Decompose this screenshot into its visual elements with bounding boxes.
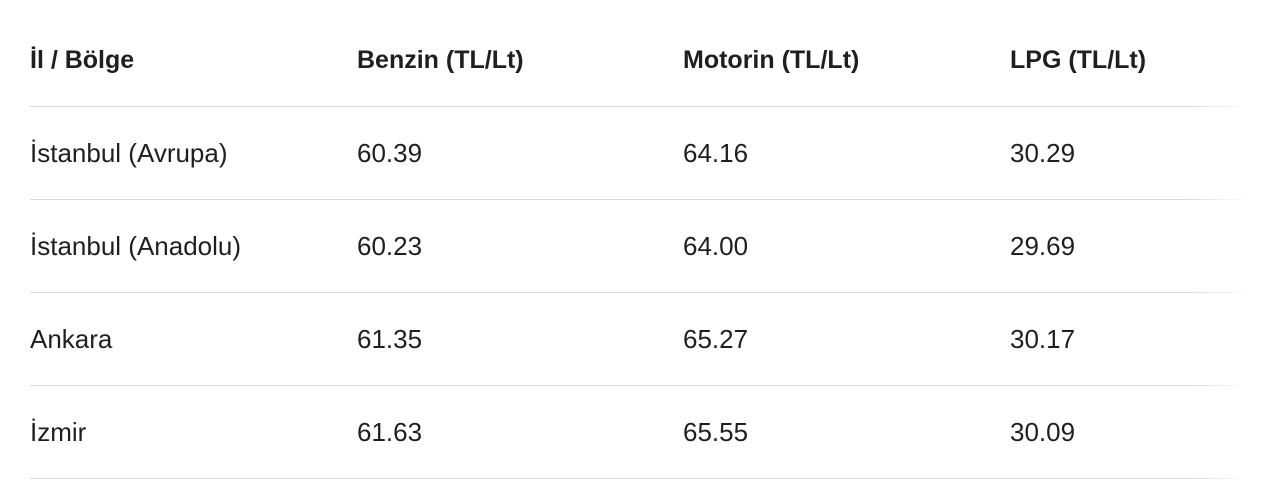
header-row: İl / Bölge Benzin (TL/Lt) Motorin (TL/Lt) L… <box>30 14 1248 107</box>
header-cell: LPG (TL/Lt) <box>1010 46 1147 74</box>
price-cell: 60.39 <box>357 138 423 168</box>
price-cell: 61.35 <box>357 324 423 354</box>
region-cell: İstanbul (Anadolu) <box>30 231 242 261</box>
region-cell: Ankara <box>30 324 113 354</box>
price-cell: 64.16 <box>683 138 749 168</box>
fuel-price-table: İl / Bölge Benzin (TL/Lt) Motorin (TL/Lt) L… <box>30 14 1248 479</box>
price-cell: 29.69 <box>1010 231 1076 261</box>
region-cell: İstanbul (Avrupa) <box>30 138 228 168</box>
price-cell: 65.55 <box>683 417 749 447</box>
price-cell: 61.63 <box>357 417 423 447</box>
header-cell: İl / Bölge <box>30 46 135 74</box>
header-cell: Motorin (TL/Lt) <box>683 46 860 74</box>
table-row: İstanbul (Anadolu) 60.23 64.00 29.69 <box>30 200 1248 293</box>
price-cell: 30.09 <box>1010 417 1076 447</box>
table-row: İzmir 61.63 65.55 30.09 <box>30 386 1248 479</box>
table-row: Ankara 61.35 65.27 30.17 <box>30 293 1248 386</box>
price-cell: 60.23 <box>357 231 423 261</box>
header-cell: Benzin (TL/Lt) <box>357 46 524 74</box>
price-cell: 30.29 <box>1010 138 1076 168</box>
price-cell: 30.17 <box>1010 324 1076 354</box>
region-cell: İzmir <box>30 417 87 447</box>
table-row: İstanbul (Avrupa) 60.39 64.16 30.29 <box>30 107 1248 200</box>
price-cell: 65.27 <box>683 324 749 354</box>
price-cell: 64.00 <box>683 231 749 261</box>
